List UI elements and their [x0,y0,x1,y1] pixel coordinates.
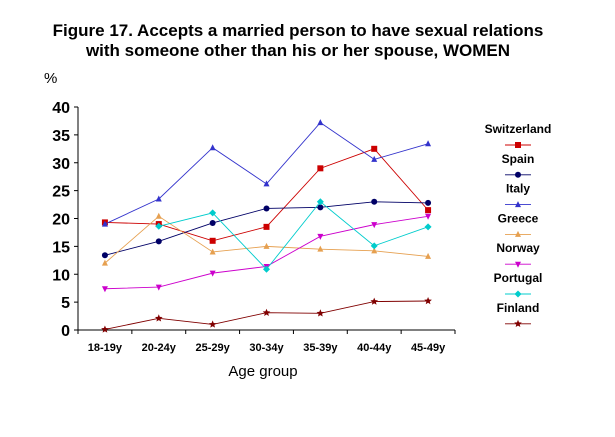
series-switzerland [101,145,432,244]
data-point-spain [371,198,378,205]
data-point-portugal [155,222,163,230]
data-point-finland [316,309,325,317]
data-point-finland [208,320,217,328]
data-point-greece [263,242,270,249]
legend-label: Switzerland [485,122,552,136]
x-tick-label: 45-49y [411,342,446,354]
series-portugal [155,198,432,273]
data-point-greece [317,245,324,252]
y-tick-label: 35 [52,128,70,145]
series-line-greece [104,215,429,264]
data-point-norway [371,222,378,229]
data-point-portugal [370,242,378,250]
legend-marker [515,230,521,237]
legend-marker [515,171,521,178]
data-point-portugal [209,209,217,217]
legend-label: Finland [497,301,540,315]
data-point-greece [155,212,162,219]
data-point-norway [101,286,108,293]
data-point-norway [425,213,432,220]
data-point-switzerland [425,207,432,214]
y-tick-label: 0 [61,323,70,340]
axes: 0 5 10 15 20 25 30 35 40 18-19y 20-24y 25-29y 30-34y… [52,100,456,354]
data-point-greece [101,259,108,266]
y-unit-label: % [44,70,57,87]
chart-title-line-1: Figure 17. Accepts a married person to h… [53,21,544,40]
data-point-italy [263,180,270,187]
data-point-switzerland [263,223,270,230]
legend-item-italy: Italy [505,182,531,208]
legend-item-finland: Finland [497,301,540,328]
legend-marker [515,261,521,268]
data-point-norway [209,270,216,277]
data-point-switzerland [209,237,216,244]
data-point-greece [425,252,432,259]
data-point-spain [155,238,162,245]
legend-marker [515,201,521,208]
x-tick-label: 35-39y [303,342,338,354]
y-tick-label: 5 [61,295,70,312]
data-point-portugal [316,198,324,206]
data-point-spain [101,252,108,259]
x-axis-title: Age group [228,363,297,380]
data-point-spain [209,219,216,226]
legend-label: Italy [506,182,530,196]
y-tick-label: 20 [52,212,70,229]
legend-marker [514,319,522,328]
x-tick-label: 20-24y [142,342,177,354]
data-point-italy [317,119,324,126]
data-point-portugal [424,223,432,231]
data-point-norway [317,233,324,240]
data-point-switzerland [317,165,324,172]
y-tick-label: 10 [52,267,70,284]
legend-item-switzerland: Switzerland [485,122,552,148]
plot-area [101,119,432,333]
data-point-finland [262,308,271,316]
legend-marker [515,142,521,148]
data-point-finland [424,297,432,305]
data-point-italy [209,144,216,151]
x-tick-label: 30-34y [249,342,284,354]
legend-item-portugal: Portugal [494,271,543,298]
data-point-switzerland [371,145,378,152]
y-tick-label: 30 [52,156,70,173]
legend-item-norway: Norway [496,241,540,268]
legend-item-spain: Spain [502,152,535,178]
data-point-finland [154,314,163,322]
x-tick-label: 18-19y [88,342,123,354]
y-tick-label: 25 [52,184,70,201]
data-point-finland [101,325,109,333]
data-point-portugal [263,265,270,273]
legend-label: Norway [496,241,540,255]
data-point-norway [155,284,162,291]
legend-item-greece: Greece [498,211,539,237]
data-point-finland [370,297,379,305]
series-italy [101,119,432,227]
data-point-italy [425,140,432,147]
legend: Switzerland Spain Italy Greece Norway Portuga… [485,122,552,328]
x-tick-label: 25-29y [196,342,231,354]
data-point-italy [371,155,378,162]
chart-title-line-2: with someone other than his or her spous… [85,41,510,60]
data-point-italy [101,220,108,227]
legend-label: Greece [498,211,539,225]
data-point-spain [425,199,432,206]
series-greece [101,212,432,266]
series-line-portugal [158,201,429,270]
series-spain [101,198,432,259]
series-line-finland [104,300,429,330]
data-point-spain [317,204,324,211]
legend-marker [514,290,522,298]
y-tick-label: 15 [52,239,70,256]
legend-label: Spain [502,152,535,166]
series-finland [101,297,432,333]
data-point-italy [155,195,162,202]
data-point-greece [209,248,216,255]
legend-label: Portugal [494,271,543,285]
y-tick-label: 40 [52,100,70,117]
data-point-greece [371,247,378,254]
x-tick-label: 40-44y [357,342,392,354]
data-point-spain [263,205,270,212]
